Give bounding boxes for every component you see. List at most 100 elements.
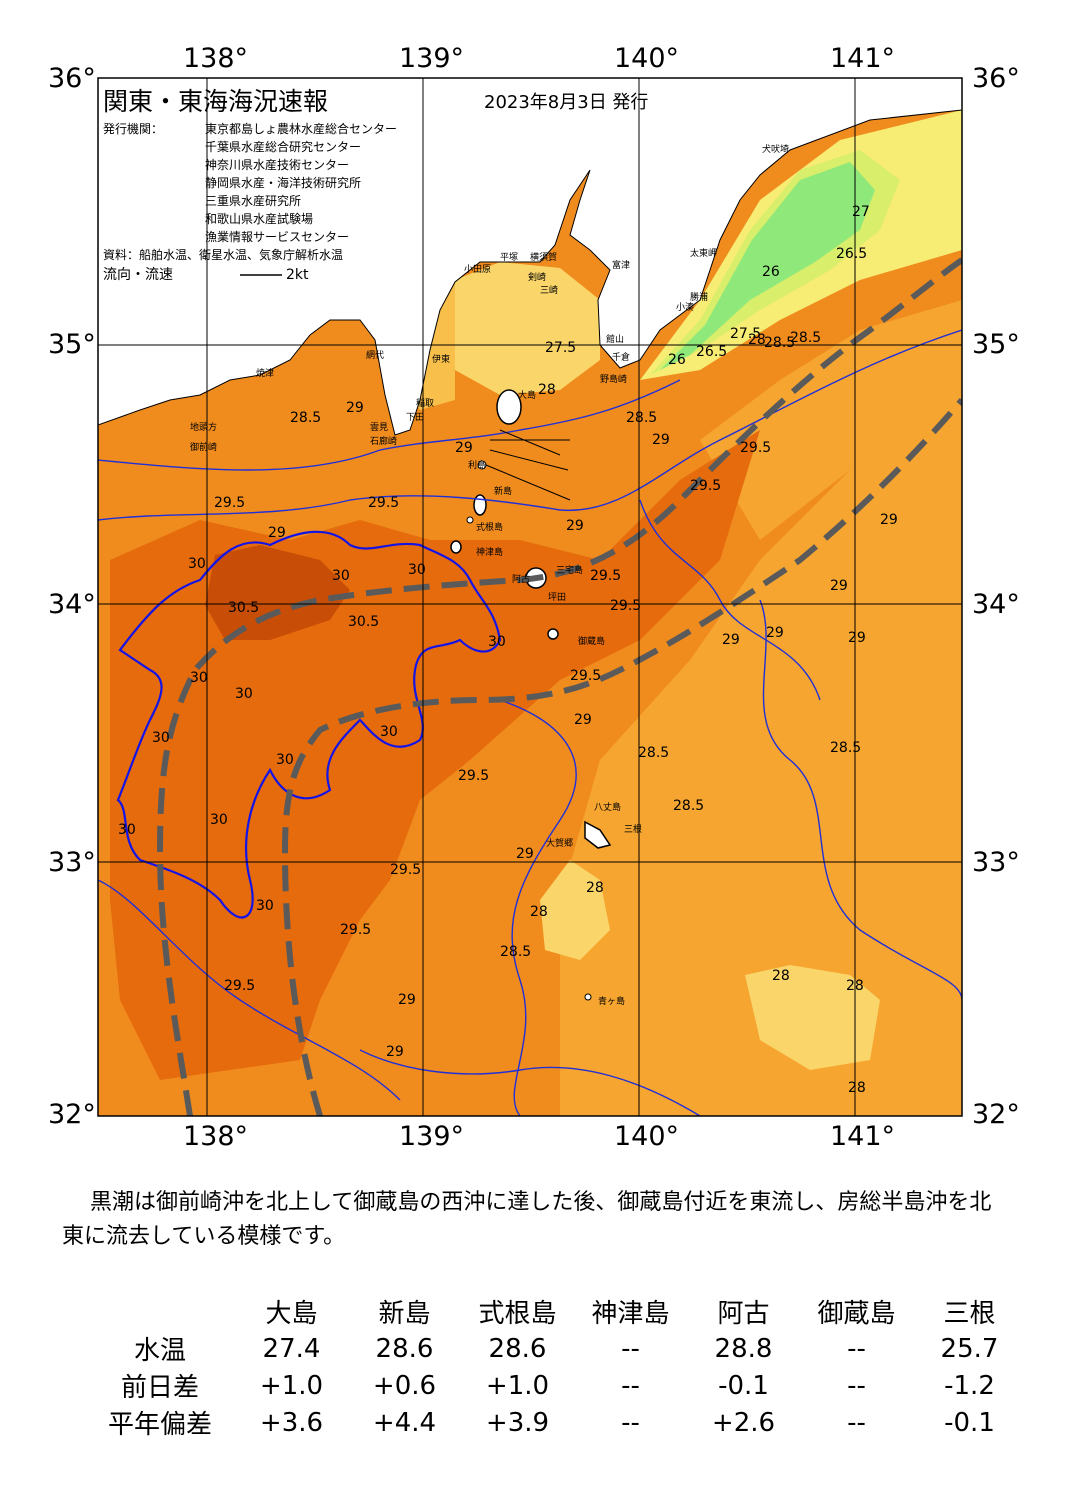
- lat-label-33-right: 33°: [972, 847, 1020, 878]
- contour-label: 26: [668, 352, 686, 368]
- contour-label: 29: [566, 518, 584, 534]
- table-cell: 25.7: [940, 1333, 999, 1364]
- place-name: 太東岬: [690, 249, 718, 259]
- table-header: 阿古: [717, 1299, 770, 1329]
- lat-label-34-right: 34°: [972, 589, 1020, 620]
- lat-label-36-left: 36°: [48, 63, 96, 94]
- island-shikinejima: [466, 516, 474, 524]
- contour-label: 29.5: [458, 768, 490, 784]
- table-cell: -1.2: [944, 1370, 995, 1401]
- place-name: 勝浦: [690, 293, 709, 303]
- table-header: 三根: [943, 1299, 996, 1329]
- contour-label: 28.5: [290, 410, 322, 426]
- island-mikurajima: [547, 628, 559, 640]
- lon-label-139-top: 139°: [399, 43, 465, 74]
- isotherm-30: [116, 530, 502, 919]
- contour-label: 30: [210, 812, 228, 828]
- place-name: 三根: [624, 825, 643, 835]
- place-name: 三崎: [540, 286, 559, 296]
- contour-label: 29.5: [390, 862, 422, 878]
- place-name: 石廊崎: [370, 437, 398, 447]
- place-name: 網代: [366, 351, 385, 361]
- table-cell: 28.8: [714, 1333, 773, 1364]
- sea-zone-28-5-b: [700, 300, 962, 540]
- place-name: 神津島: [476, 548, 504, 558]
- lon-label-141-bottom: 141°: [830, 1121, 896, 1152]
- lat-label-35-right: 35°: [972, 329, 1020, 360]
- contour-label: 28: [748, 332, 766, 348]
- lat-label-32-left: 32°: [48, 1099, 96, 1130]
- island-kozushima: [450, 540, 462, 554]
- contour-label: 28: [586, 880, 604, 896]
- contour-label: 30: [276, 752, 294, 768]
- contour-label: 30: [152, 730, 170, 746]
- row-label: 水温: [133, 1336, 186, 1366]
- lat-label-32-right: 32°: [972, 1099, 1020, 1130]
- issue-date: 2023年8月3日 発行: [484, 92, 649, 113]
- lat-label-33-left: 33°: [48, 847, 96, 878]
- contour-label: 26.5: [696, 344, 728, 360]
- contour-label: 28.5: [790, 330, 822, 346]
- place-name: 青ヶ島: [598, 997, 626, 1007]
- table-cell: 28.6: [375, 1333, 434, 1364]
- contour-label: 30: [190, 670, 208, 686]
- flow-label: 流向・流速: [103, 267, 173, 283]
- contour-label: 29.5: [740, 440, 772, 456]
- contour-label: 30: [256, 898, 274, 914]
- sea-zone-below-26-5: [660, 162, 875, 370]
- situation-summary: 黒潮は御前崎沖を北上して御蔵島の西沖に達した後、御蔵島付近を東流し、房総半島沖を…: [62, 1190, 992, 1249]
- sea-temperature-map: [97, 77, 963, 1117]
- contour-label: 28: [848, 1080, 866, 1096]
- kuroshio-axis: [156, 257, 962, 1116]
- place-name: 焼津: [256, 369, 275, 379]
- place-name: 伊東: [432, 355, 451, 365]
- contour-label: 29.5: [340, 922, 372, 938]
- place-name: 館山: [606, 335, 625, 345]
- agency-5: 三重県水産研究所: [205, 194, 302, 208]
- contour-label: 29: [848, 630, 866, 646]
- contour-label: 30: [332, 568, 350, 584]
- contour-label: 29.5: [368, 495, 400, 511]
- contour-label: 29: [574, 712, 592, 728]
- contour-label: 29: [268, 525, 286, 541]
- place-name: 横須賀: [530, 253, 558, 263]
- island-aogashima: [584, 993, 592, 1001]
- contour-label: 27.5: [730, 326, 762, 342]
- row-label: 前日差: [120, 1373, 199, 1403]
- contour-label: 30: [235, 686, 253, 702]
- contour-label: 28.5: [626, 410, 658, 426]
- table-cell: +3.6: [259, 1407, 324, 1438]
- place-name: 三宅島: [556, 566, 584, 576]
- contour-label: 30: [188, 556, 206, 572]
- place-name: 大島: [518, 391, 537, 401]
- contour-label: 29.5: [690, 478, 722, 494]
- table-cell: 28.6: [488, 1333, 547, 1364]
- table-row: 水温 27.4 28.6 28.6 -- 28.8 -- 25.7: [85, 1330, 1026, 1367]
- table-cell: -0.1: [718, 1370, 769, 1401]
- table-cell: --: [621, 1333, 640, 1364]
- table-cell: --: [847, 1333, 866, 1364]
- contour-label: 29: [386, 1044, 404, 1060]
- sea-zone-28-south: [745, 965, 880, 1070]
- sea-zone-28-5: [560, 420, 962, 1116]
- contour-label: 30.5: [228, 600, 260, 616]
- table-header: 神津島: [591, 1299, 670, 1329]
- place-name: 大賀郷: [546, 839, 574, 849]
- table-cell: -0.1: [944, 1407, 995, 1438]
- place-name: 剣崎: [528, 273, 547, 283]
- place-name: 下田: [406, 413, 425, 423]
- place-name: 野島崎: [600, 375, 628, 385]
- agency-7: 漁業情報サービスセンター: [205, 230, 350, 244]
- contour-label: 28.5: [638, 745, 670, 761]
- contour-label: 29: [722, 632, 740, 648]
- graticule: [98, 78, 962, 1116]
- agency-2: 千葉県水産総合研究センター: [205, 140, 362, 154]
- contour-label: 28: [772, 968, 790, 984]
- place-name: 御前崎: [190, 443, 218, 453]
- table-row: 前日差 +1.0 +0.6 +1.0 -- -0.1 -- -1.2: [85, 1367, 1026, 1404]
- agency-label: 発行機関：: [103, 122, 164, 136]
- island-oshima: [496, 389, 522, 425]
- flow-scale-label: 2kt: [286, 267, 309, 283]
- contour-label: 30: [380, 724, 398, 740]
- lon-label-139-bottom: 139°: [399, 1121, 465, 1152]
